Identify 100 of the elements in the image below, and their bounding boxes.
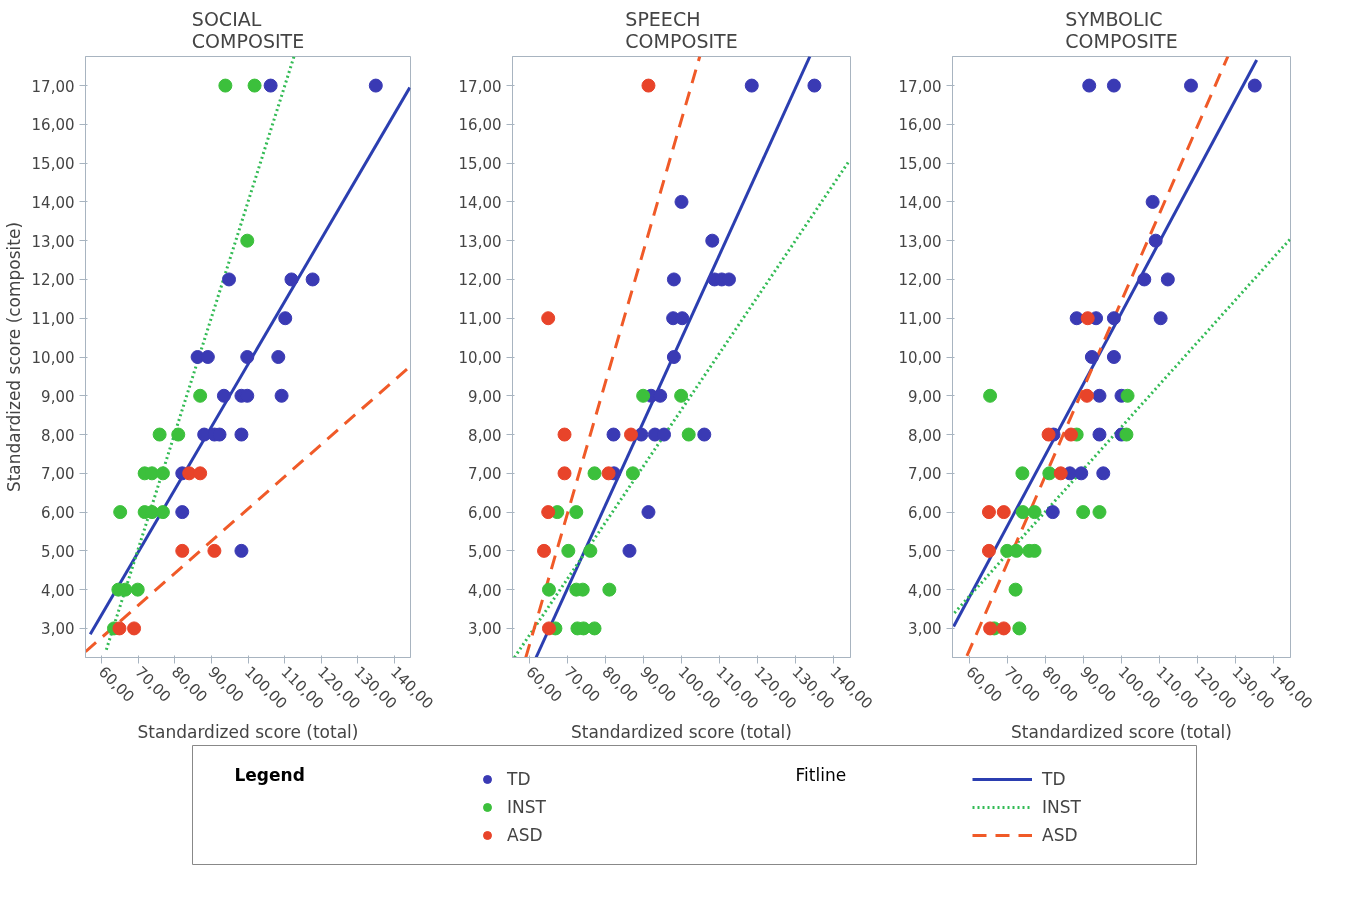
point: [234, 427, 249, 442]
legend-label: ASD: [1042, 825, 1078, 845]
point: [1145, 194, 1160, 209]
point: [218, 78, 233, 93]
legend-label: TD: [507, 769, 531, 789]
point: [278, 311, 293, 326]
y-tick-label: 17,00: [31, 77, 75, 96]
point: [666, 272, 681, 287]
point: [1148, 233, 1163, 248]
y-tick-label: 13,00: [458, 232, 502, 251]
point: [623, 427, 638, 442]
point: [541, 582, 556, 597]
point: [981, 543, 996, 558]
point: [175, 505, 190, 520]
y-tick-label: 11,00: [458, 310, 502, 329]
point: [1015, 505, 1030, 520]
point: [1106, 350, 1121, 364]
y-tick-label: 11,00: [898, 310, 942, 329]
point: [641, 505, 656, 520]
y-tick-label: 4,00: [468, 581, 502, 600]
point: [557, 427, 572, 442]
point: [1012, 621, 1027, 636]
chart-title: SOCIAL COMPOSITE: [191, 7, 305, 52]
y-tick-label: 5,00: [908, 542, 942, 561]
x-axis-title: Standardized score (total): [1011, 722, 1232, 743]
point: [1027, 505, 1042, 520]
point: [622, 543, 637, 558]
y-tick-label: 14,00: [458, 193, 502, 212]
y-tick-label: 16,00: [458, 116, 502, 135]
point: [1008, 582, 1023, 597]
point: [744, 78, 759, 93]
y-tick-label: 11,00: [31, 310, 75, 329]
point: [569, 505, 584, 520]
point: [1079, 388, 1094, 403]
point: [1074, 466, 1089, 481]
point: [561, 543, 576, 558]
y-tick-label: 8,00: [41, 426, 75, 445]
point: [541, 621, 556, 636]
x-axis-title: Standardized score (total): [571, 722, 792, 743]
y-tick-label: 12,00: [458, 271, 502, 290]
point: [171, 427, 186, 442]
point: [981, 505, 996, 520]
point: [705, 233, 720, 248]
point: [666, 350, 681, 364]
point: [1069, 311, 1084, 326]
point: [1096, 466, 1111, 481]
y-tick-label: 6,00: [908, 504, 942, 523]
point: [112, 621, 127, 636]
y-tick-label: 12,00: [898, 271, 942, 290]
y-tick-label: 10,00: [458, 349, 502, 367]
y-tick-label: 13,00: [31, 232, 75, 251]
point: [216, 388, 231, 403]
point: [1015, 466, 1030, 481]
point: [193, 388, 208, 403]
point: [234, 543, 249, 558]
point: [1160, 272, 1175, 287]
y-tick-label: 17,00: [458, 77, 502, 96]
point: [175, 543, 190, 558]
point: [583, 543, 598, 558]
y-tick-label: 14,00: [31, 193, 75, 212]
point: [263, 78, 278, 93]
point: [541, 311, 556, 326]
y-tick-label: 17,00: [898, 77, 942, 96]
y-tick-label: 4,00: [41, 581, 75, 600]
y-tick-label: 8,00: [908, 426, 942, 445]
point: [983, 621, 998, 636]
point: [284, 272, 299, 287]
y-tick-label: 9,00: [908, 387, 942, 406]
point: [1092, 505, 1107, 520]
point: [537, 543, 552, 558]
point: [606, 427, 621, 442]
point: [557, 466, 572, 481]
legend-label: ASD: [507, 825, 543, 845]
point: [587, 621, 602, 636]
point: [1080, 311, 1095, 326]
point: [1184, 78, 1198, 93]
point: [1106, 78, 1121, 93]
point: [1106, 311, 1121, 326]
y-tick-label: 10,00: [898, 349, 942, 367]
point: [222, 272, 237, 287]
point: [1084, 350, 1099, 364]
point: [653, 388, 668, 403]
y-tick-label: 5,00: [468, 542, 502, 561]
y-tick-label: 9,00: [468, 387, 502, 406]
point: [996, 621, 1011, 636]
point: [587, 466, 602, 481]
legend-label: TD: [1042, 769, 1066, 789]
point: [657, 427, 672, 442]
point: [675, 311, 690, 326]
point: [193, 466, 208, 481]
point: [601, 466, 616, 481]
y-tick-label: 3,00: [908, 620, 942, 639]
point: [1041, 427, 1056, 442]
point: [155, 505, 170, 520]
point: [152, 427, 167, 442]
y-tick-label: 14,00: [898, 193, 942, 212]
legend-label: INST: [507, 797, 546, 817]
point: [1053, 466, 1068, 481]
point: [1137, 272, 1152, 287]
point: [130, 582, 145, 597]
